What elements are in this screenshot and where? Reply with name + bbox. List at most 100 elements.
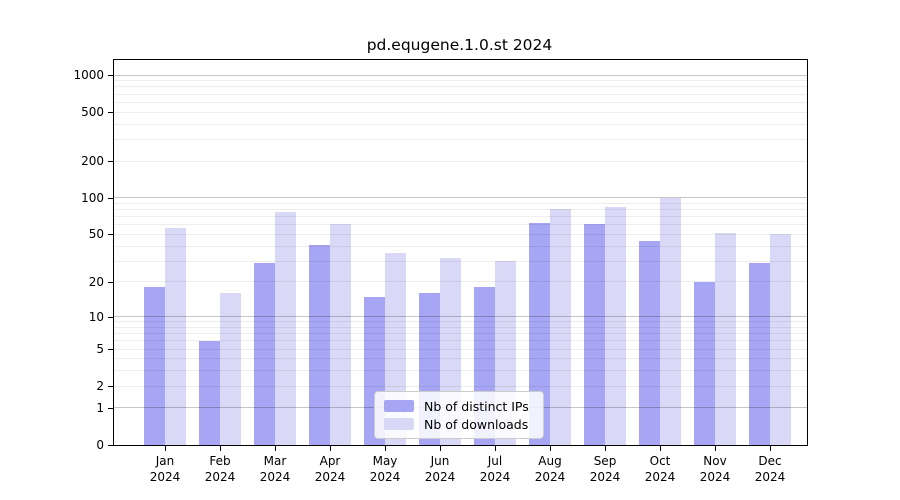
gridline-900: [114, 80, 807, 82]
legend-row-downloads: Nb of downloads: [384, 416, 534, 432]
y-tick-100: [108, 197, 113, 199]
y-tick-label-10: 10: [88, 309, 104, 324]
x-tick-label-jan: Jan 2024: [149, 454, 181, 484]
bar-downloads-aug: [550, 209, 571, 445]
gridline-600: [114, 101, 807, 103]
gridline-300: [114, 138, 807, 140]
y-tick-20: [108, 281, 113, 283]
x-tick-sep: [605, 446, 606, 451]
gridline-400: [114, 123, 807, 125]
y-tick-1000: [108, 75, 113, 77]
gridline-700: [114, 93, 807, 95]
gridline-30: [114, 260, 807, 262]
y-tick-200: [108, 161, 113, 163]
bar-downloads-mar: [275, 212, 296, 445]
bar-downloads-feb: [220, 293, 241, 445]
x-tick-label-feb: Feb 2024: [204, 454, 236, 484]
x-tick-apr: [330, 446, 331, 451]
y-tick-50: [108, 234, 113, 236]
x-tick-jan: [165, 446, 166, 451]
chart-title: pd.equgene.1.0.st 2024: [366, 36, 553, 54]
bar-distinct-ips-mar: [254, 262, 275, 445]
x-tick-mar: [275, 446, 276, 451]
x-tick-nov: [715, 446, 716, 451]
bar-downloads-jan: [165, 227, 186, 445]
gridline-40: [114, 245, 807, 247]
x-tick-feb: [220, 446, 221, 451]
y-tick-1: [108, 407, 113, 409]
y-tick-label-200: 200: [81, 154, 104, 169]
y-tick-label-0: 0: [96, 438, 104, 452]
legend: Nb of distinct IPs Nb of downloads: [374, 391, 544, 439]
x-tick-label-jun: Jun 2024: [424, 454, 456, 484]
gridline-200: [114, 160, 807, 162]
y-tick-label-50: 50: [88, 227, 104, 242]
legend-row-distinct-ips: Nb of distinct IPs: [384, 398, 534, 414]
gridline-8: [114, 326, 807, 328]
y-tick-label-20: 20: [88, 274, 104, 289]
legend-swatch-downloads: [384, 418, 414, 430]
y-tick-label-500: 500: [81, 105, 104, 120]
gridline-7: [114, 333, 807, 335]
x-tick-may: [385, 446, 386, 451]
x-tick-dec: [770, 446, 771, 451]
y-tick-label-2: 2: [96, 379, 104, 394]
x-tick-label-aug: Aug 2024: [534, 454, 566, 484]
x-tick-jul: [495, 446, 496, 451]
gridline-10: [114, 316, 807, 318]
x-tick-aug: [550, 446, 551, 451]
gridline-9: [114, 321, 807, 323]
bar-distinct-ips-feb: [199, 340, 220, 445]
gridline-3: [114, 370, 807, 372]
x-tick-label-may: May 2024: [369, 454, 401, 484]
gridline-6: [114, 340, 807, 342]
bar-distinct-ips-jan: [144, 287, 165, 445]
legend-label-distinct-ips: Nb of distinct IPs: [424, 398, 529, 414]
y-tick-10: [108, 316, 113, 318]
bar-downloads-sep: [605, 207, 626, 445]
bar-downloads-apr: [330, 224, 351, 445]
x-tick-jun: [440, 446, 441, 451]
y-tick-label-5: 5: [96, 342, 104, 357]
bar-distinct-ips-apr: [309, 244, 330, 445]
gridline-5: [114, 348, 807, 350]
gridline-80: [114, 209, 807, 211]
gridline-2: [114, 385, 807, 387]
y-tick-5: [108, 349, 113, 351]
x-tick-label-mar: Mar 2024: [259, 454, 291, 484]
gridline-60: [114, 224, 807, 226]
gridline-1000: [114, 74, 807, 76]
gridline-20: [114, 281, 807, 283]
bar-distinct-ips-oct: [639, 241, 660, 445]
gridline-800: [114, 86, 807, 88]
x-tick-oct: [660, 446, 661, 451]
y-tick-2: [108, 386, 113, 388]
x-tick-label-apr: Apr 2024: [314, 454, 346, 484]
bar-distinct-ips-dec: [749, 262, 770, 445]
gridline-70: [114, 216, 807, 218]
plot-area: 0 1 2 5 10 20 50 100 200 500 1000 Jan 2024 Feb 2024…: [73, 59, 808, 484]
x-tick-label-oct: Oct 2024: [644, 454, 676, 484]
bar-distinct-ips-sep: [584, 224, 605, 445]
y-tick-label-100: 100: [81, 190, 104, 205]
y-tick-label-1: 1: [96, 400, 104, 415]
bar-distinct-ips-aug: [529, 223, 550, 445]
y-tick-500: [108, 112, 113, 114]
x-tick-label-jul: Jul 2024: [479, 454, 511, 484]
bar-downloads-dec: [770, 234, 791, 445]
x-tick-label-nov: Nov 2024: [699, 454, 731, 484]
gridline-500: [114, 111, 807, 113]
gridline-4: [114, 358, 807, 360]
bar-downloads-oct: [660, 197, 681, 445]
gridline-90: [114, 202, 807, 204]
legend-label-downloads: Nb of downloads: [424, 416, 529, 432]
gridline-100: [114, 197, 807, 199]
gridline-50: [114, 233, 807, 235]
y-tick-label-1000: 1000: [73, 68, 104, 83]
x-tick-label-dec: Dec 2024: [754, 454, 786, 484]
legend-swatch-distinct-ips: [384, 400, 414, 412]
bar-downloads-nov: [715, 233, 736, 445]
bar-distinct-ips-nov: [694, 281, 715, 445]
y-tick-0: [108, 445, 113, 446]
